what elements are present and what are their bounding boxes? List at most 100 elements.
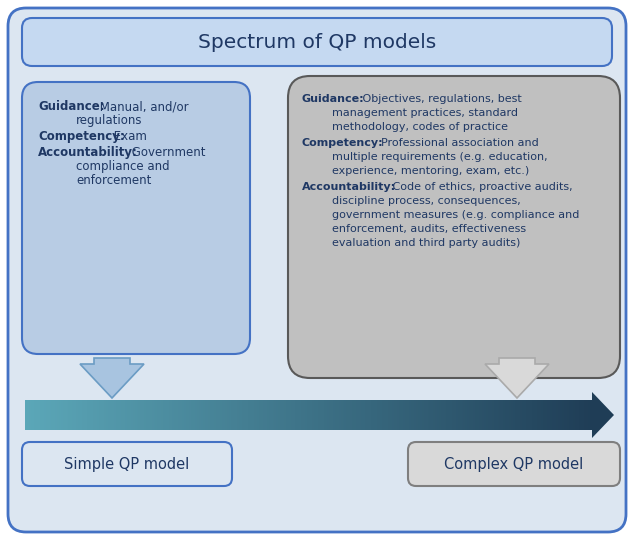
- Polygon shape: [490, 400, 492, 430]
- Polygon shape: [146, 400, 148, 430]
- Polygon shape: [333, 400, 335, 430]
- Polygon shape: [314, 400, 316, 430]
- Polygon shape: [456, 400, 458, 430]
- Polygon shape: [219, 400, 221, 430]
- Polygon shape: [588, 400, 590, 430]
- Polygon shape: [171, 400, 172, 430]
- Polygon shape: [467, 400, 469, 430]
- Polygon shape: [409, 400, 411, 430]
- Polygon shape: [529, 400, 531, 430]
- Polygon shape: [590, 400, 592, 430]
- Polygon shape: [371, 400, 373, 430]
- Text: Objectives, regulations, best: Objectives, regulations, best: [359, 94, 522, 104]
- Polygon shape: [348, 400, 350, 430]
- Polygon shape: [57, 400, 59, 430]
- Polygon shape: [221, 400, 223, 430]
- Polygon shape: [59, 400, 61, 430]
- FancyBboxPatch shape: [408, 442, 620, 486]
- Polygon shape: [396, 400, 398, 430]
- Polygon shape: [323, 400, 325, 430]
- Polygon shape: [363, 400, 365, 430]
- Polygon shape: [399, 400, 401, 430]
- Polygon shape: [429, 400, 431, 430]
- Polygon shape: [148, 400, 150, 430]
- Polygon shape: [254, 400, 256, 430]
- Polygon shape: [494, 400, 496, 430]
- Polygon shape: [36, 400, 38, 430]
- Polygon shape: [229, 400, 231, 430]
- Polygon shape: [123, 400, 125, 430]
- Polygon shape: [420, 400, 422, 430]
- Polygon shape: [84, 400, 86, 430]
- Polygon shape: [448, 400, 450, 430]
- Polygon shape: [503, 400, 505, 430]
- Polygon shape: [201, 400, 203, 430]
- Polygon shape: [567, 400, 569, 430]
- Polygon shape: [425, 400, 427, 430]
- Polygon shape: [99, 400, 101, 430]
- FancyBboxPatch shape: [288, 76, 620, 378]
- Polygon shape: [441, 400, 443, 430]
- Polygon shape: [407, 400, 409, 430]
- Polygon shape: [290, 400, 292, 430]
- Polygon shape: [216, 400, 218, 430]
- Polygon shape: [91, 400, 93, 430]
- Polygon shape: [246, 400, 248, 430]
- Polygon shape: [465, 400, 467, 430]
- Polygon shape: [250, 400, 252, 430]
- Polygon shape: [116, 400, 118, 430]
- Polygon shape: [435, 400, 437, 430]
- Polygon shape: [321, 400, 323, 430]
- Polygon shape: [227, 400, 229, 430]
- Polygon shape: [299, 400, 301, 430]
- Polygon shape: [267, 400, 269, 430]
- Text: multiple requirements (e.g. education,: multiple requirements (e.g. education,: [332, 152, 548, 162]
- Polygon shape: [78, 400, 80, 430]
- Polygon shape: [114, 400, 116, 430]
- Polygon shape: [527, 400, 529, 430]
- Polygon shape: [337, 400, 339, 430]
- Polygon shape: [144, 400, 146, 430]
- Polygon shape: [469, 400, 471, 430]
- Polygon shape: [86, 400, 87, 430]
- Polygon shape: [63, 400, 65, 430]
- Polygon shape: [205, 400, 207, 430]
- Polygon shape: [394, 400, 396, 430]
- Polygon shape: [463, 400, 465, 430]
- Polygon shape: [138, 400, 140, 430]
- Text: evaluation and third party audits): evaluation and third party audits): [332, 238, 521, 248]
- Polygon shape: [431, 400, 433, 430]
- Polygon shape: [235, 400, 236, 430]
- Text: Accountability:: Accountability:: [38, 146, 138, 159]
- Polygon shape: [214, 400, 216, 430]
- Polygon shape: [61, 400, 63, 430]
- Polygon shape: [89, 400, 91, 430]
- Polygon shape: [550, 400, 552, 430]
- Polygon shape: [325, 400, 327, 430]
- Polygon shape: [152, 400, 153, 430]
- FancyBboxPatch shape: [22, 442, 232, 486]
- Polygon shape: [218, 400, 219, 430]
- Polygon shape: [261, 400, 263, 430]
- Polygon shape: [509, 400, 511, 430]
- Polygon shape: [186, 400, 188, 430]
- Polygon shape: [309, 400, 311, 430]
- Polygon shape: [507, 400, 509, 430]
- Polygon shape: [531, 400, 533, 430]
- Polygon shape: [418, 400, 420, 430]
- Text: Competency:: Competency:: [302, 138, 384, 148]
- Polygon shape: [331, 400, 333, 430]
- Polygon shape: [433, 400, 435, 430]
- Polygon shape: [384, 400, 386, 430]
- Polygon shape: [552, 400, 554, 430]
- Polygon shape: [316, 400, 318, 430]
- Polygon shape: [49, 400, 51, 430]
- Polygon shape: [479, 400, 481, 430]
- Polygon shape: [244, 400, 246, 430]
- Polygon shape: [403, 400, 405, 430]
- Polygon shape: [539, 400, 541, 430]
- Polygon shape: [195, 400, 197, 430]
- Polygon shape: [482, 400, 484, 430]
- Polygon shape: [273, 400, 275, 430]
- Polygon shape: [501, 400, 503, 430]
